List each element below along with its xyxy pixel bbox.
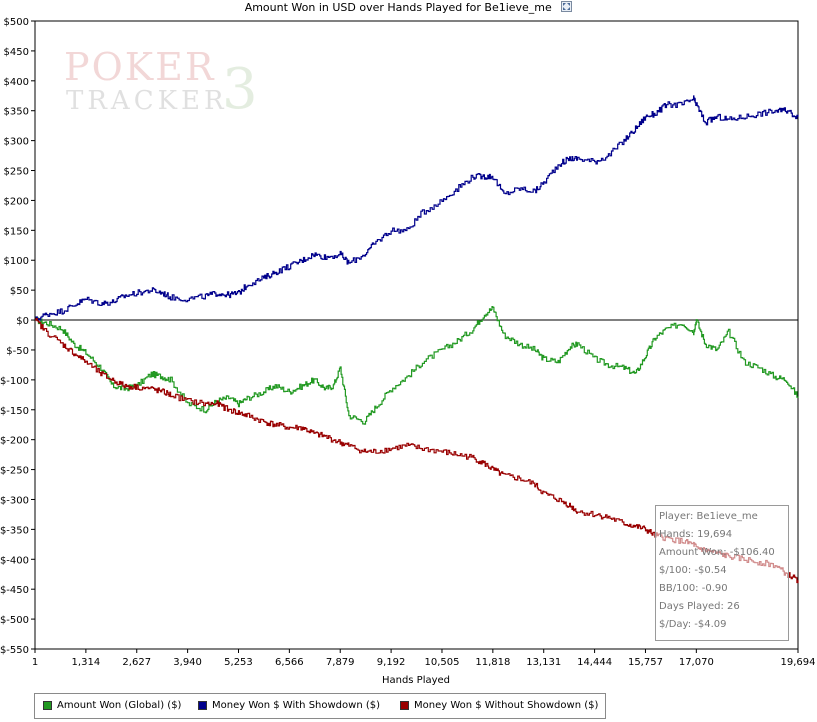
chart-title-text: Amount Won in USD over Hands Played for … xyxy=(244,1,552,14)
y-tick-label: $-450 xyxy=(0,585,29,596)
info-amount-won: Amount Won: -$106.40 xyxy=(659,547,775,558)
info-per-day: $/Day: -$4.09 xyxy=(659,619,727,630)
x-tick-label: 1,314 xyxy=(72,657,101,668)
logo-3-mark: 3 xyxy=(222,57,258,122)
y-tick-label: $250 xyxy=(4,167,29,178)
x-tick-label: 10,505 xyxy=(424,657,459,668)
y-tick-label: $350 xyxy=(4,107,29,118)
y-tick-label: $-100 xyxy=(0,376,29,387)
legend-item-showdown[interactable]: Money Won $ With Showdown ($) xyxy=(198,700,380,711)
info-player: Player: Be1ieve_me xyxy=(659,511,758,522)
y-tick-label: $100 xyxy=(4,256,29,267)
y-tick-label: $-300 xyxy=(0,495,29,506)
y-tick-label: $-350 xyxy=(0,525,29,536)
y-tick-label: $450 xyxy=(4,47,29,58)
y-tick-label: $50 xyxy=(10,286,29,297)
info-days-played: Days Played: 26 xyxy=(659,601,740,612)
y-tick-label: $200 xyxy=(4,196,29,207)
x-axis-label: Hands Played xyxy=(382,675,450,686)
y-tick-label: $-400 xyxy=(0,555,29,566)
y-axis: $500 $450 $400 $350 $300 $250 $200 $150 $100 $50 $… xyxy=(0,17,35,656)
x-tick-label: 2,627 xyxy=(122,657,151,668)
y-tick-label: $400 xyxy=(4,77,29,88)
x-tick-label: 1 xyxy=(32,657,38,668)
legend-label-no-showdown: Money Won $ Without Showdown ($) xyxy=(414,700,599,711)
legend-label-showdown: Money Won $ With Showdown ($) xyxy=(212,700,381,711)
x-tick-label: 17,070 xyxy=(679,657,714,668)
player-stats-tooltip: Player: Be1ieve_me Hands: 19,694 Amount … xyxy=(655,505,789,641)
x-tick-label: 14,444 xyxy=(577,657,612,668)
series-line-showdown xyxy=(35,95,799,321)
x-tick-label: 19,694 xyxy=(781,657,816,668)
x-tick-label: 6,566 xyxy=(275,657,304,668)
y-tick-label: $-250 xyxy=(0,466,29,477)
y-tick-label: $500 xyxy=(4,17,29,28)
x-tick-label: 11,818 xyxy=(475,657,510,668)
legend-swatch-showdown xyxy=(198,700,207,710)
legend-swatch-global xyxy=(43,700,52,710)
legend-item-global[interactable]: Amount Won (Global) ($) xyxy=(43,700,181,711)
y-tick-label: $-50 xyxy=(6,346,29,357)
series-line-global xyxy=(35,306,799,425)
info-bb-per-100: BB/100: -0.90 xyxy=(659,583,728,594)
chart-title: Amount Won in USD over Hands Played for … xyxy=(0,0,817,16)
x-axis: 1 1,314 2,627 3,940 5,253 6,566 7,879 9,192 10,5… xyxy=(32,649,816,668)
plot-area xyxy=(34,20,799,650)
y-tick-label: $300 xyxy=(4,137,29,148)
x-tick-label: 15,757 xyxy=(628,657,663,668)
legend-swatch-no-showdown xyxy=(400,700,409,710)
pokertracker-logo: POKER 3 TRACKER xyxy=(64,45,258,122)
y-tick-label: $-150 xyxy=(0,406,29,417)
y-tick-label: $0 xyxy=(16,316,29,327)
x-tick-label: 9,192 xyxy=(377,657,406,668)
y-tick-label: $-500 xyxy=(0,615,29,626)
y-tick-label: $-200 xyxy=(0,436,29,447)
info-per-100: $/100: -$0.54 xyxy=(659,565,727,576)
logo-tracker-text: TRACKER xyxy=(66,86,228,116)
legend-label-global: Amount Won (Global) ($) xyxy=(57,700,182,711)
x-tick-label: 13,131 xyxy=(526,657,561,668)
expand-icon[interactable] xyxy=(561,0,573,16)
logo-poker-text: POKER xyxy=(64,45,215,89)
y-tick-label: $-550 xyxy=(0,645,29,656)
x-tick-label: 3,940 xyxy=(173,657,202,668)
x-tick-label: 7,879 xyxy=(326,657,355,668)
y-tick-label: $150 xyxy=(4,226,29,237)
x-tick-label: 5,253 xyxy=(224,657,253,668)
chart-legend: Amount Won (Global) ($) Money Won $ With… xyxy=(34,693,606,719)
legend-item-no-showdown[interactable]: Money Won $ Without Showdown ($) xyxy=(400,700,598,711)
info-hands: Hands: 19,694 xyxy=(659,529,733,540)
